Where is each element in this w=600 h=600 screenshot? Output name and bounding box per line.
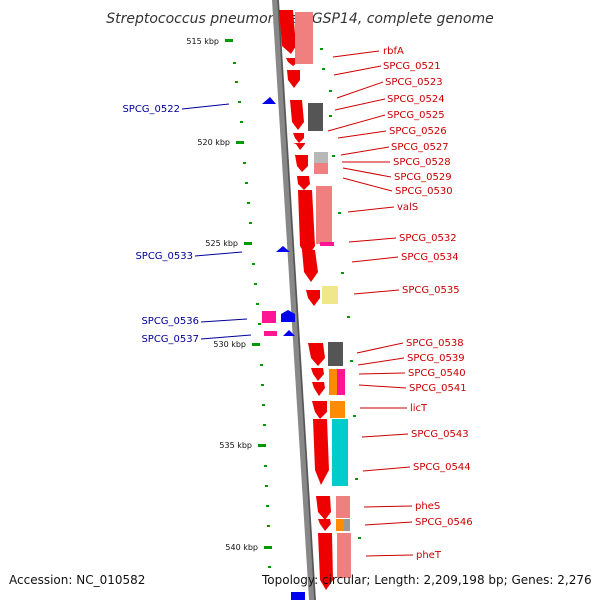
kbp-label-525: 525 kbp <box>205 239 238 248</box>
gene-label-spcg-0524[interactable]: SPCG_0524 <box>387 94 445 105</box>
gene-label-spcg-0533[interactable]: SPCG_0533 <box>135 251 193 262</box>
gene-block-gray-2 <box>328 342 343 366</box>
left-leader-lines <box>181 103 252 340</box>
gene-block-silver <box>314 152 328 163</box>
gene-spcg-0536-block <box>262 311 276 323</box>
gene-spcg-0537-marker <box>283 330 295 336</box>
gene-spcg-0536-marker <box>281 310 295 322</box>
gene-label-spcg-0538[interactable]: SPCG_0538 <box>406 338 464 349</box>
gene-label-spcg-0535[interactable]: SPCG_0535 <box>402 285 460 296</box>
gene-blocks-light <box>295 12 351 578</box>
gene-spcg-0522-marker <box>262 97 276 104</box>
bottom-blue-marker <box>291 592 305 600</box>
gene-label-licT[interactable]: licT <box>410 403 428 414</box>
gene-block-pink <box>337 369 345 395</box>
gene-block-orange-3 <box>336 519 344 531</box>
gene-block-gray <box>308 103 323 131</box>
gene-label-spcg-0528[interactable]: SPCG_0528 <box>393 157 451 168</box>
accession-text: Accession: NC_010582 <box>9 573 146 587</box>
gene-label-spcg-0543[interactable]: SPCG_0543 <box>411 429 469 440</box>
kbp-label-535: 535 kbp <box>219 441 252 450</box>
gene-block-orange-2 <box>330 401 345 418</box>
gene-label-spcg-0534[interactable]: SPCG_0534 <box>401 252 459 263</box>
gene-label-rbfA[interactable]: rbfA <box>383 46 404 57</box>
gene-label-spcg-0541[interactable]: SPCG_0541 <box>409 383 467 394</box>
gene-label-spcg-0544[interactable]: SPCG_0544 <box>413 462 471 473</box>
gene-label-spcg-0522[interactable]: SPCG_0522 <box>122 104 180 115</box>
kbp-label-520: 520 kbp <box>197 138 230 147</box>
scale-dots <box>233 48 361 568</box>
gene-label-pheS[interactable]: pheS <box>415 501 440 512</box>
gene-spcg-0537-block <box>264 331 277 336</box>
gene-label-spcg-0539[interactable]: SPCG_0539 <box>407 353 465 364</box>
gene-block-magenta <box>320 242 334 246</box>
gene-label-spcg-0523[interactable]: SPCG_0523 <box>385 77 443 88</box>
gene-label-spcg-0526[interactable]: SPCG_0526 <box>389 126 447 137</box>
gene-label-spcg-0530[interactable]: SPCG_0530 <box>395 186 453 197</box>
kbp-label-530: 530 kbp <box>213 340 246 349</box>
kbp-label-540: 540 kbp <box>225 543 258 552</box>
gene-block-cyan <box>332 419 348 486</box>
gene-label-spcg-0521[interactable]: SPCG_0521 <box>383 61 441 72</box>
gene-block-gray-3 <box>344 519 350 531</box>
kbp-label-515: 515 kbp <box>186 37 219 46</box>
gene-label-pheT[interactable]: pheT <box>416 550 442 561</box>
gene-spcg-0533-marker <box>276 246 290 252</box>
gene-label-spcg-0536[interactable]: SPCG_0536 <box>141 316 199 327</box>
gene-label-spcg-0540[interactable]: SPCG_0540 <box>408 368 466 379</box>
kbp-ticks <box>225 39 272 549</box>
gene-label-valS[interactable]: valS <box>397 202 418 213</box>
gene-arrows-forward <box>279 10 333 590</box>
gene-label-spcg-0537[interactable]: SPCG_0537 <box>141 334 199 345</box>
gene-block-khaki <box>322 286 338 304</box>
gene-label-spcg-0529[interactable]: SPCG_0529 <box>394 172 452 183</box>
gene-label-spcg-0525[interactable]: SPCG_0525 <box>387 110 445 121</box>
gene-label-spcg-0527[interactable]: SPCG_0527 <box>391 142 449 153</box>
right-leader-lines <box>327 50 414 557</box>
gene-label-spcg-0546[interactable]: SPCG_0546 <box>415 517 473 528</box>
gene-label-spcg-0532[interactable]: SPCG_0532 <box>399 233 457 244</box>
genome-backbone-edge <box>277 0 316 600</box>
gene-block-orange <box>329 369 337 395</box>
topology-text: Topology: circular; Length: 2,209,198 bp… <box>262 573 592 587</box>
